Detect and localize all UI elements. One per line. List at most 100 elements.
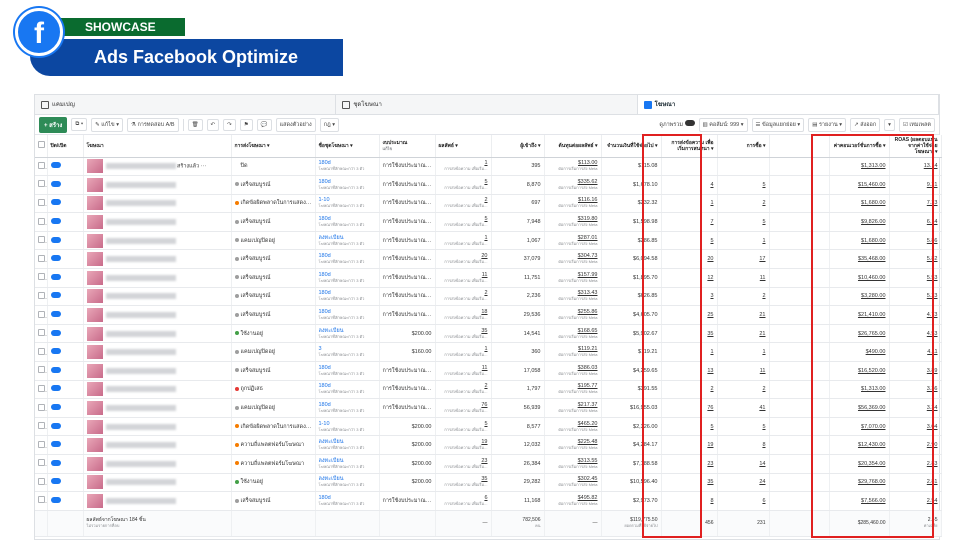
table-row[interactable]: สร้างแล้ว ··· ปิด 180d โฆษณาที่ลักษณะกว่า 3… — [35, 157, 942, 177]
adset-name[interactable]: 180d โฆษณาที่ลักษณะกว่า 3 ตัว — [315, 305, 380, 325]
row-toggle[interactable] — [47, 212, 84, 232]
checkbox-icon[interactable] — [38, 141, 45, 149]
checkbox-icon[interactable] — [38, 496, 45, 504]
adset-name[interactable]: 3 โฆษณาที่ลักษณะกว่า 3 ตัว — [315, 342, 380, 363]
row-toggle[interactable] — [47, 231, 84, 251]
row-select[interactable] — [35, 268, 48, 288]
checkbox-icon[interactable] — [38, 347, 45, 355]
preview-button[interactable]: แสดงตัวอย่าง — [275, 117, 316, 132]
checkbox-icon[interactable] — [38, 217, 45, 225]
toggle-icon[interactable] — [50, 478, 61, 485]
row-select[interactable] — [35, 454, 48, 474]
ad-name[interactable] — [83, 287, 232, 307]
adset-name[interactable]: 180d โฆษณาที่ลักษณะกว่า 3 ตัว — [315, 175, 380, 195]
table-row[interactable]: เสร็จสมบูรณ์ 180d โฆษณาที่ลักษณะกว่า 3 ตัว… — [35, 287, 942, 307]
ad-name[interactable] — [83, 268, 232, 288]
toggle-icon[interactable] — [50, 496, 61, 503]
row-select[interactable] — [35, 231, 48, 251]
table-row[interactable]: เกิดข้อผิดพลาดในการแสดงโฆษ 1-10 โฆษณาที่ลั… — [35, 194, 942, 214]
row-select[interactable] — [35, 175, 48, 195]
row-toggle[interactable] — [47, 473, 84, 493]
toggle-icon[interactable] — [50, 422, 61, 429]
checkbox-icon[interactable] — [38, 180, 45, 188]
row-select[interactable] — [35, 473, 48, 493]
ad-name[interactable] — [83, 249, 232, 270]
checkbox-icon[interactable] — [38, 310, 45, 318]
row-toggle[interactable] — [47, 249, 84, 270]
table-row[interactable]: เสร็จสมบูรณ์ 180d โฆษณาที่ลักษณะกว่า 3 ตัว… — [35, 268, 942, 288]
table-row[interactable]: ใช้งานอยู่ ลงทะเบียน โฆษณาที่ลักษณะกว่า 3 … — [35, 324, 942, 344]
row-select[interactable] — [35, 491, 48, 511]
row-toggle[interactable] — [47, 417, 84, 437]
col-results[interactable]: ผลลัพธ์ ▾ — [435, 135, 492, 158]
checkbox-icon[interactable] — [38, 459, 45, 467]
row-select[interactable] — [35, 212, 48, 232]
checkbox-icon[interactable] — [38, 422, 45, 430]
adset-name[interactable]: 180d โฆษณาที่ลักษณะกว่า 3 ตัว — [315, 157, 380, 177]
row-select[interactable] — [35, 398, 48, 418]
row-select[interactable] — [35, 194, 48, 214]
table-row[interactable]: เสร็จสมบูรณ์ 180d โฆษณาที่ลักษณะกว่า 3 ตัว… — [35, 212, 942, 232]
ad-name[interactable] — [83, 473, 232, 493]
toggle-icon[interactable] — [50, 404, 61, 411]
table-row[interactable]: ความถี่แพลตฟอร์มโฆษณา ลงทะเบียน โฆษณาที่ลั… — [35, 435, 942, 455]
row-toggle[interactable] — [47, 398, 84, 418]
row-select[interactable] — [35, 380, 48, 400]
table-row[interactable]: ใช้งานอยู่ ลงทะเบียน โฆษณาที่ลักษณะกว่า 3 … — [35, 473, 942, 493]
row-toggle[interactable] — [47, 491, 84, 511]
duplicate-icon[interactable]: ⧉ ▾ — [71, 118, 88, 131]
col-amount-spent[interactable]: จำนวนเงินที่ใช้จ่ายไป ▾ — [601, 135, 662, 158]
adset-name[interactable]: 180d โฆษณาที่ลักษณะกว่า 3 ตัว — [315, 380, 380, 400]
ad-name[interactable] — [83, 175, 232, 195]
adset-name[interactable]: 180d โฆษณาที่ลักษณะกว่า 3 ตัว — [315, 268, 380, 288]
row-toggle[interactable] — [47, 194, 84, 214]
row-toggle[interactable] — [47, 342, 84, 363]
row-toggle[interactable] — [47, 361, 84, 381]
col-reach[interactable]: ผู้เข้าถึง ▾ — [491, 135, 545, 158]
toggle-icon[interactable] — [50, 180, 61, 187]
comment-icon[interactable]: 💬 — [256, 118, 272, 131]
row-select[interactable] — [35, 287, 48, 307]
checkbox-icon[interactable] — [38, 254, 45, 262]
ad-name[interactable] — [83, 324, 232, 344]
ad-name[interactable] — [83, 231, 232, 251]
row-select[interactable] — [35, 361, 48, 381]
table-row[interactable]: แคมเปญปิดอยู่ 3 โฆษณาที่ลักษณะกว่า 3 ตัว $1… — [35, 342, 942, 363]
tab-campaigns[interactable]: แคมเปญ — [35, 95, 337, 114]
row-toggle[interactable] — [47, 175, 84, 195]
row-select[interactable] — [35, 249, 48, 270]
tag-icon[interactable]: ⚑ — [239, 118, 253, 131]
ab-test-button[interactable]: ⚗ การทดสอบ A/B — [126, 117, 179, 132]
adset-name[interactable]: 180d โฆษณาที่ลักษณะกว่า 3 ตัว — [315, 361, 380, 381]
row-toggle[interactable] — [47, 435, 84, 455]
ad-name[interactable] — [83, 398, 232, 418]
table-row[interactable]: แคมเปญปิดอยู่ ลงทะเบียน โฆษณาที่ลักษณะกว่า… — [35, 231, 942, 251]
checkbox-icon[interactable] — [38, 198, 45, 206]
toggle-icon[interactable] — [50, 162, 61, 169]
row-select[interactable] — [35, 157, 48, 177]
ad-name[interactable] — [83, 380, 232, 400]
row-toggle[interactable] — [47, 287, 84, 307]
toggle-icon[interactable] — [50, 459, 61, 466]
adset-name[interactable]: ลงทะเบียน โฆษณาที่ลักษณะกว่า 3 ตัว — [315, 231, 380, 251]
checkbox-icon[interactable] — [38, 477, 45, 485]
row-toggle[interactable] — [47, 305, 84, 325]
col-onoff[interactable]: ปิด/เปิด — [47, 135, 84, 158]
toggle-icon[interactable] — [50, 348, 61, 355]
toggle-icon[interactable] — [50, 236, 61, 243]
col-delivery[interactable]: การส่งโฆษณา ▾ — [231, 135, 316, 158]
row-select[interactable] — [35, 305, 48, 325]
redo-icon[interactable]: ↷ — [223, 118, 236, 131]
undo-icon[interactable]: ↶ — [206, 118, 220, 131]
ad-name[interactable] — [83, 212, 232, 232]
adset-name[interactable]: 180d โฆษณาที่ลักษณะกว่า 3 ตัว — [315, 249, 380, 270]
table-row[interactable]: ถูกปฏิเสธ 180d โฆษณาที่ลักษณะกว่า 3 ตัว การ… — [35, 380, 942, 400]
ad-name[interactable] — [83, 305, 232, 325]
table-row[interactable]: แคมเปญปิดอยู่ 180d โฆษณาที่ลักษณะกว่า 3 ตั… — [35, 398, 942, 418]
row-toggle[interactable] — [47, 324, 84, 344]
adset-name[interactable]: 1-10 โฆษณาที่ลักษณะกว่า 3 ตัว — [315, 194, 380, 214]
checkbox-icon[interactable] — [38, 291, 45, 299]
row-select[interactable] — [35, 417, 48, 437]
table-row[interactable]: เสร็จสมบูรณ์ 180d โฆษณาที่ลักษณะกว่า 3 ตัว… — [35, 305, 942, 325]
overview-toggle[interactable]: ดูภาพรวม — [659, 120, 695, 129]
